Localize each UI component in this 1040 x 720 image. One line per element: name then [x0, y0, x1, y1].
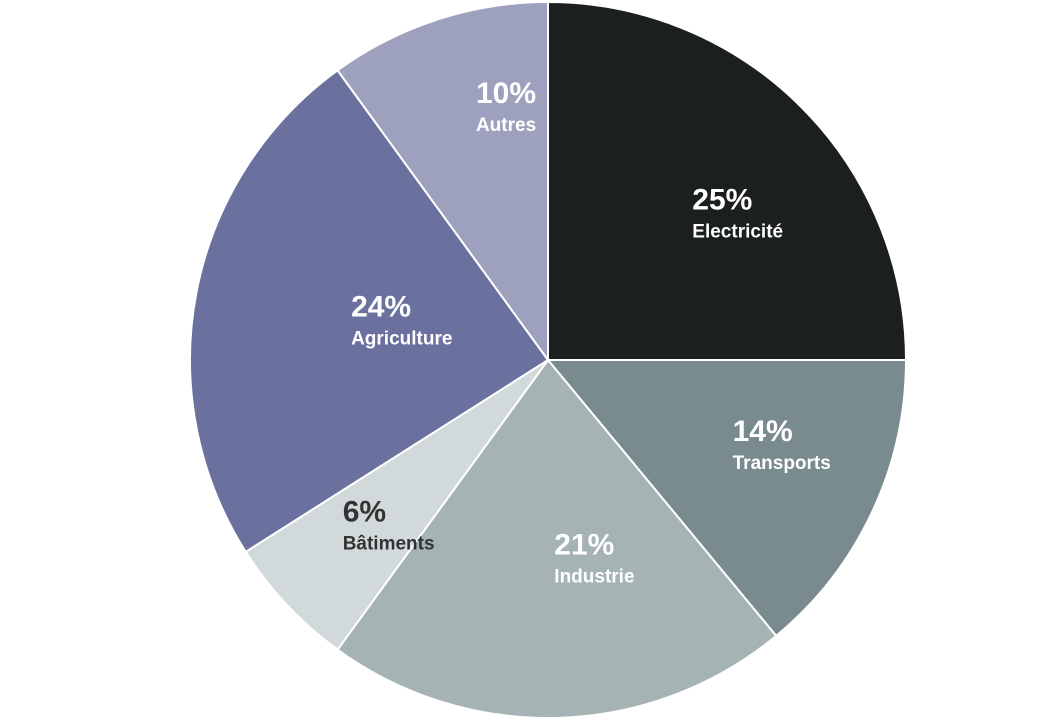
slice-category-label-electricite: Electricité	[692, 222, 783, 243]
pie-slices	[189, 0, 908, 719]
slice-value-label-transports: 14%	[733, 415, 793, 448]
pie-slice-industrie	[336, 358, 778, 719]
slice-category-label-batiments: Bâtiments	[343, 533, 435, 554]
pie-slice-transports	[545, 359, 908, 638]
pie-labels: 25% Electricité 14% Transports 21% Industrie 6…	[343, 77, 831, 588]
pie-slice-autres	[336, 0, 549, 364]
slice-value-label-electricite: 25%	[692, 184, 752, 217]
slice-category-label-agriculture: Agriculture	[351, 328, 452, 349]
slice-value-label-autres: 10%	[476, 77, 536, 110]
slice-category-label-transports: Transports	[733, 453, 831, 474]
slice-value-label-industrie: 21%	[554, 528, 614, 561]
pie-slice-batiments	[244, 359, 549, 652]
slice-category-label-industrie: Industrie	[554, 566, 634, 587]
pie-slice-agriculture	[189, 68, 550, 554]
slice-value-label-batiments: 6%	[343, 495, 386, 528]
slice-category-label-autres: Autres	[476, 115, 536, 136]
pie-slice-electricite	[547, 0, 908, 361]
slice-value-label-agriculture: 24%	[351, 290, 411, 323]
